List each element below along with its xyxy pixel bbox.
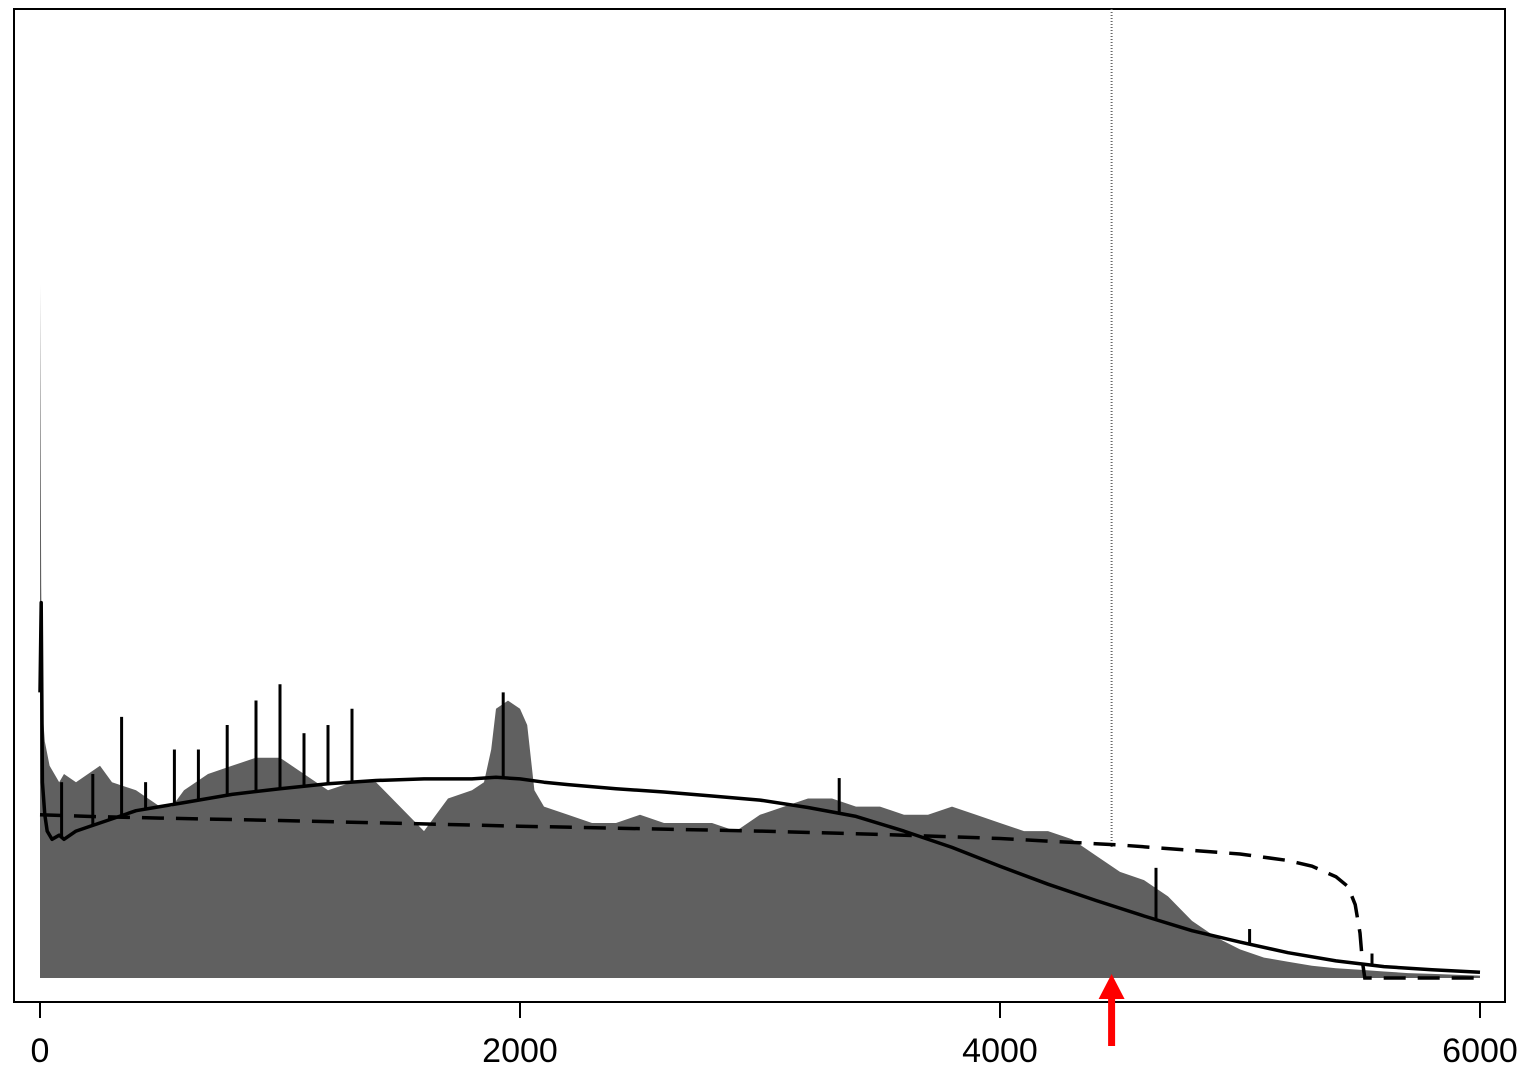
x-tick-label: 6000 — [1442, 1032, 1518, 1069]
x-tick-label: 4000 — [962, 1032, 1038, 1069]
x-tick-label: 0 — [31, 1032, 50, 1069]
dashed-line-series — [39, 813, 1480, 980]
x-tick-label: 2000 — [482, 1032, 558, 1069]
area-series — [40, 284, 1480, 978]
arrow-head — [1098, 974, 1125, 999]
solid-line-series — [38, 600, 1481, 975]
